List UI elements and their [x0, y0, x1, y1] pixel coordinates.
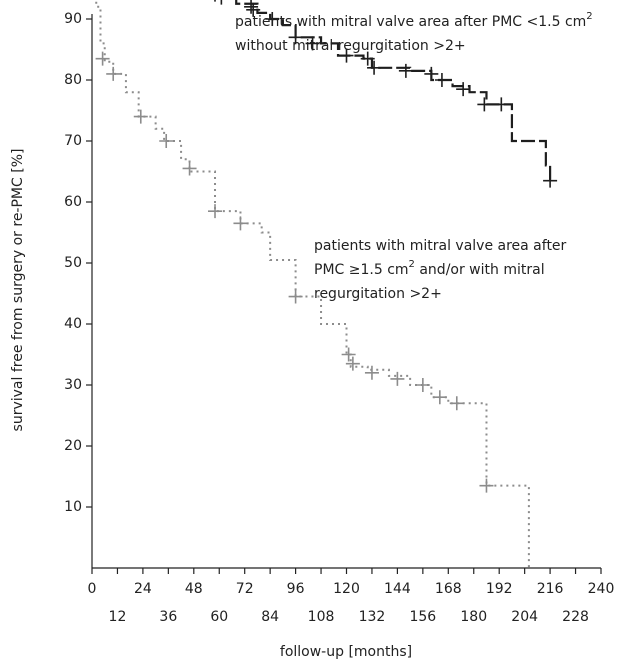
x-tick-label: 12: [109, 609, 127, 625]
censor-mark: [543, 173, 558, 188]
censor-mark: [415, 378, 430, 392]
censor-mark: [390, 371, 405, 386]
censor-mark: [244, 0, 259, 14]
censor-mark: [398, 63, 413, 78]
y-axis-label: survival free from surgery or re-PMC [%]: [10, 149, 26, 432]
y-tick-label: 80: [64, 72, 82, 88]
annotation: without mitral regurgitation >2+: [235, 38, 466, 54]
annotation-text: without mitral regurgitation >2+: [235, 38, 466, 54]
censor-mark: [133, 109, 148, 124]
annotation: patients with mitral valve area after: [314, 238, 567, 254]
x-tick-label: 108: [308, 609, 335, 625]
x-tick-label: 168: [435, 581, 462, 597]
y-tick-label: 70: [64, 133, 82, 149]
x-tick-label: 48: [185, 581, 203, 597]
annotation-text: and/or with mitral: [415, 262, 545, 278]
censor-mark: [479, 478, 494, 493]
x-tick-label: 0: [88, 581, 97, 597]
censor-mark: [305, 36, 320, 51]
y-tick-label: 90: [64, 11, 82, 27]
y-tick-label: 60: [64, 194, 82, 210]
annotation-text: patients with mitral valve area after: [314, 238, 567, 254]
x-tick-label: 60: [210, 609, 228, 625]
censor-mark: [494, 97, 509, 112]
censor-mark: [159, 134, 174, 148]
superscript: 2: [409, 259, 415, 270]
x-axis-label: follow-up [months]: [280, 644, 412, 660]
censor-mark: [220, 0, 223, 5]
x-tick-label: 240: [588, 581, 615, 597]
annotation-text: patients with mitral valve area after PM…: [235, 14, 586, 30]
x-tick-label: 228: [562, 609, 589, 625]
x-tick-label: 192: [486, 581, 513, 597]
x-tick-label: 216: [537, 581, 564, 597]
censor-mark: [233, 216, 248, 231]
censor-mark: [288, 289, 303, 304]
censor-mark: [449, 396, 464, 411]
censor-mark: [265, 12, 280, 26]
censor-mark: [360, 51, 375, 66]
x-tick-label: 120: [333, 581, 360, 597]
censor-mark: [456, 82, 471, 97]
x-tick-label: 156: [409, 609, 436, 625]
censor-mark: [434, 73, 449, 87]
censor-mark: [424, 66, 439, 81]
x-tick-label: 132: [359, 609, 386, 625]
censor-mark: [246, 2, 261, 17]
y-tick-label: 40: [64, 316, 82, 332]
censor-mark: [341, 347, 356, 362]
censor-mark: [288, 30, 303, 45]
x-tick-label: 84: [261, 609, 279, 625]
annotation: regurgitation >2+: [314, 286, 442, 302]
y-tick-label: 50: [64, 255, 82, 271]
x-tick-label: 204: [511, 609, 538, 625]
x-tick-label: 36: [159, 609, 177, 625]
x-tick-label: 180: [460, 609, 487, 625]
censor-mark: [345, 356, 360, 371]
censor-mark: [364, 365, 379, 380]
censor-mark: [95, 51, 110, 66]
x-tick-label: 24: [134, 581, 152, 597]
censor-mark: [477, 97, 492, 112]
y-tick-label: 10: [64, 499, 82, 515]
censor-mark: [208, 204, 223, 219]
y-tick-label: 30: [64, 377, 82, 393]
superscript: 2: [586, 11, 592, 22]
annotation: patients with mitral valve area after PM…: [235, 11, 593, 30]
annotation-text: PMC ≥1.5 cm: [314, 262, 409, 278]
censor-mark: [367, 60, 382, 75]
y-tick-label: 20: [64, 438, 82, 454]
annotation-text: regurgitation >2+: [314, 286, 442, 302]
censor-mark: [182, 161, 197, 176]
x-tick-label: 96: [287, 581, 305, 597]
censor-mark: [339, 48, 354, 63]
survival-curve: [235, 0, 552, 181]
x-tick-label: 144: [384, 581, 411, 597]
censor-mark: [432, 390, 447, 405]
x-tick-label: 72: [236, 581, 254, 597]
annotation: PMC ≥1.5 cm2 and/or with mitral: [314, 259, 545, 278]
censor-mark: [106, 66, 121, 81]
censor-mark: [214, 0, 216, 2]
